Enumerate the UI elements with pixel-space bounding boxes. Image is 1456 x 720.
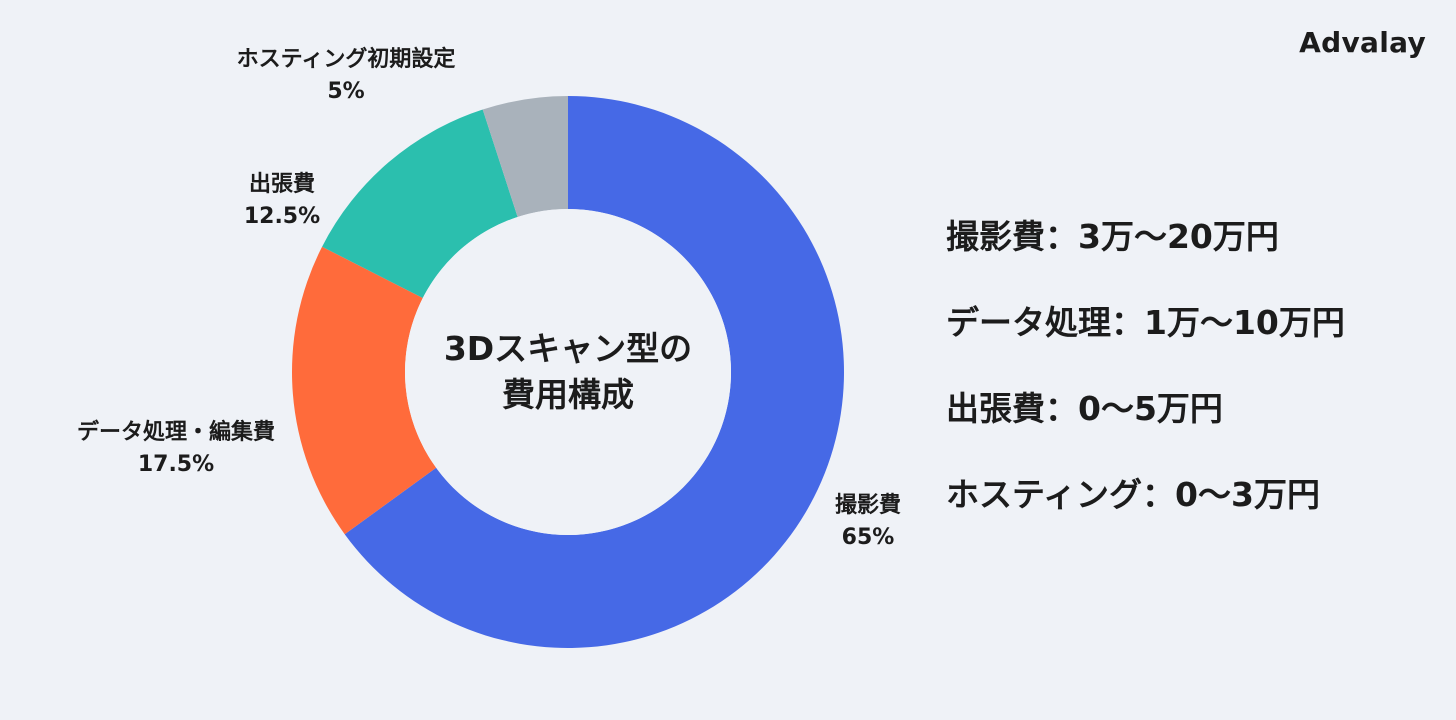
slice-name: 出張費 — [248, 172, 316, 198]
chart-title-line-1: 3Dスキャン型の — [443, 328, 693, 368]
cost-range-data-processing: データ処理：1万〜10万円 — [946, 303, 1345, 342]
cost-range-list: 撮影費：3万〜20万円 データ処理：1万〜10万円 出張費：0〜5万円 ホスティ… — [946, 212, 1345, 520]
slice-label-shooting: 撮影費 65% — [835, 490, 901, 554]
slice-label-data-processing: データ処理・編集費 17.5% — [77, 417, 275, 481]
slice-label-hosting: ホスティング初期設定 5% — [237, 44, 456, 108]
slice-name: 撮影費 — [834, 493, 902, 519]
brand-logo: Advalay — [1299, 26, 1426, 59]
cost-range-shooting: 撮影費：3万〜20万円 — [946, 217, 1279, 256]
cost-range-hosting: ホスティング：0〜3万円 — [946, 475, 1320, 514]
slice-name: ホスティング初期設定 — [236, 47, 456, 73]
slice-shooting — [344, 96, 844, 648]
slice-percent: 12.5% — [243, 204, 321, 229]
donut-hole — [405, 209, 731, 535]
cost-range-travel: 出張費：0〜5万円 — [946, 389, 1223, 428]
slice-label-travel: 出張費 12.5% — [244, 169, 320, 233]
slice-name: データ処理・編集費 — [76, 420, 276, 446]
slice-data-processing — [292, 246, 437, 535]
slice-percent: 65% — [841, 525, 895, 550]
slice-percent: 17.5% — [137, 452, 215, 477]
slice-travel — [322, 109, 518, 298]
slice-percent: 5% — [327, 79, 365, 104]
chart-title-line-2: 費用構成 — [501, 375, 634, 414]
chart-title: 3Dスキャン型の 費用構成 — [444, 326, 692, 418]
slice-hosting — [482, 96, 568, 217]
